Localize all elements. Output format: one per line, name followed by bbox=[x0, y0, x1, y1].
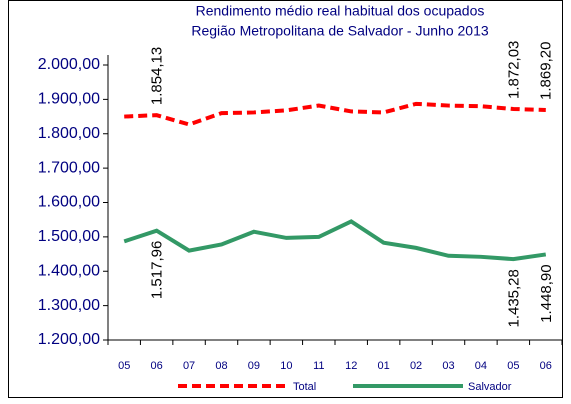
x-tick-label: 03 bbox=[442, 360, 454, 372]
y-tick-label: 1.200,00 bbox=[38, 331, 100, 348]
x-tick-label: 09 bbox=[248, 360, 260, 372]
data-label: 1.854,13 bbox=[149, 47, 166, 105]
data-label: 1.435,28 bbox=[505, 269, 522, 327]
x-tick-label: 11 bbox=[313, 360, 324, 372]
x-tick-label: 06 bbox=[540, 360, 552, 372]
x-tick-label: 05 bbox=[507, 360, 519, 372]
y-tick-label: 1.700,00 bbox=[38, 159, 100, 176]
y-tick-label: 1.900,00 bbox=[38, 91, 100, 108]
x-tick-label: 08 bbox=[215, 360, 227, 372]
chart-frame bbox=[8, 0, 563, 398]
y-tick-label: 1.800,00 bbox=[38, 125, 100, 142]
data-label: 1.517,96 bbox=[149, 241, 166, 299]
y-tick-label: 1.400,00 bbox=[38, 262, 100, 279]
x-tick-label: 06 bbox=[151, 360, 163, 372]
x-tick-label: 12 bbox=[345, 360, 357, 372]
x-tick-label: 07 bbox=[183, 360, 195, 372]
data-label: 1.869,20 bbox=[538, 42, 555, 100]
line-series bbox=[123, 219, 547, 262]
chart-title: Rendimento médio real habitual dos ocupa… bbox=[196, 3, 485, 19]
y-tick-label: 1.500,00 bbox=[38, 228, 100, 245]
line-series bbox=[124, 101, 546, 127]
data-label: 1.872,03 bbox=[505, 41, 522, 99]
legend-label: Salvador bbox=[468, 381, 512, 393]
legend-label: Total bbox=[293, 381, 316, 393]
y-tick-label: 1.600,00 bbox=[38, 194, 100, 211]
chart-title: Região Metropolitana de Salvador - Junho… bbox=[191, 23, 489, 39]
y-tick-label: 2.000,00 bbox=[38, 56, 100, 73]
data-label: 1.448,90 bbox=[538, 264, 555, 322]
y-tick-label: 1.300,00 bbox=[38, 297, 100, 314]
x-tick-label: 04 bbox=[475, 360, 487, 372]
x-tick-label: 10 bbox=[280, 360, 292, 372]
x-tick-label: 01 bbox=[378, 360, 390, 372]
x-tick-label: 05 bbox=[118, 360, 130, 372]
x-tick-label: 02 bbox=[410, 360, 422, 372]
